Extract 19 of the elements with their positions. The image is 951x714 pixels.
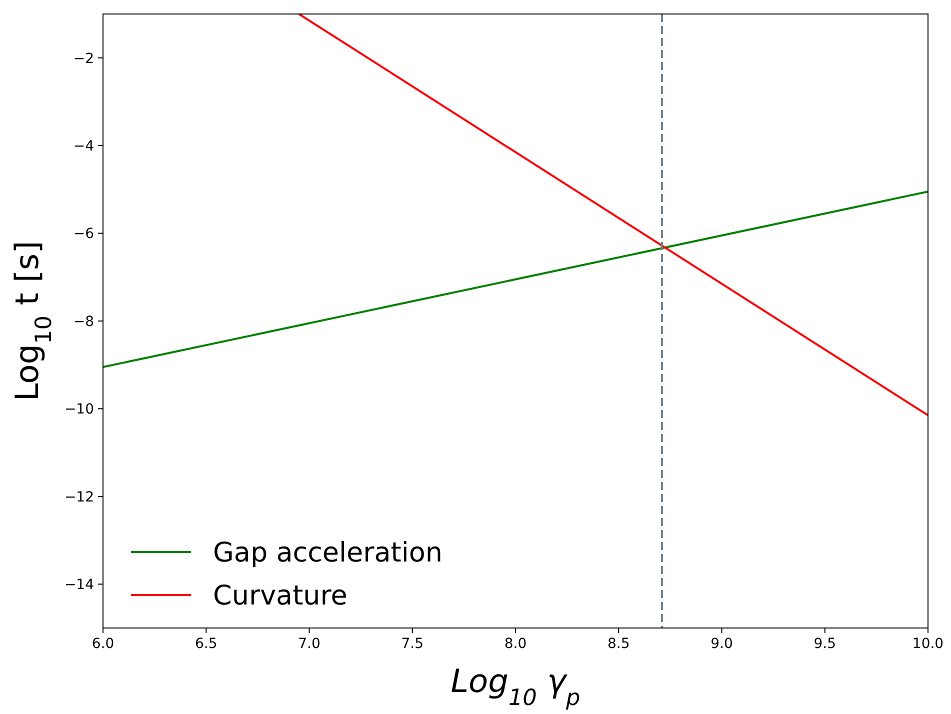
- y-tick-label: −8: [73, 314, 94, 330]
- x-tick-label: 7.5: [401, 636, 424, 652]
- x-tick-label: 6.5: [194, 636, 218, 652]
- y-tick-label: −10: [64, 402, 94, 418]
- x-axis-title: Log$_{10}$ γ$_{p}$: [450, 662, 580, 711]
- x-tick-label: 7.0: [298, 636, 320, 652]
- y-tick-label: −6: [73, 226, 94, 242]
- y-tick-label: −4: [73, 138, 94, 154]
- legend-label: Gap acceleration: [213, 537, 443, 568]
- y-tick-label: −14: [64, 577, 94, 594]
- x-tick-label: 6.0: [92, 636, 114, 652]
- x-tick-label: 9.5: [814, 636, 836, 652]
- y-tick-label: −2: [73, 50, 94, 67]
- x-tick-label: 9.0: [710, 636, 733, 652]
- x-tick-label: 10.0: [912, 636, 944, 652]
- x-tick-label: 8.0: [504, 636, 527, 652]
- y-tick-label: −12: [64, 489, 94, 506]
- x-tick-label: 8.5: [607, 636, 630, 652]
- legend-label: Curvature: [213, 580, 348, 612]
